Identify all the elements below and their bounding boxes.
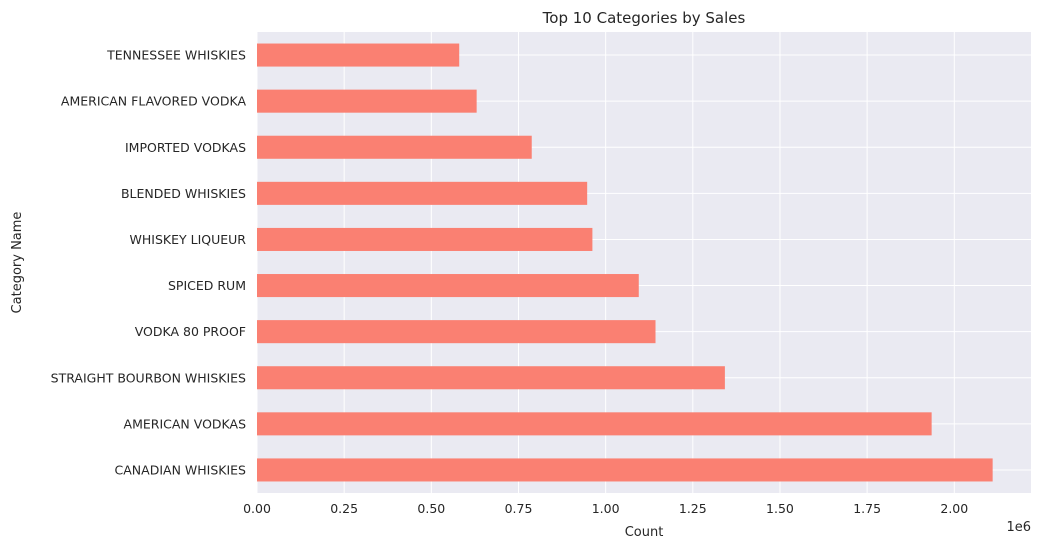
x-tick-label: 0.25 bbox=[330, 501, 358, 516]
x-tick-label: 0.00 bbox=[243, 501, 271, 516]
y-tick-label: AMERICAN FLAVORED VODKA bbox=[61, 94, 247, 109]
chart-title: Top 10 Categories by Sales bbox=[542, 9, 746, 27]
y-tick-label: BLENDED WHISKIES bbox=[121, 186, 246, 201]
bar bbox=[257, 43, 460, 67]
bar bbox=[257, 227, 593, 251]
y-tick-label: CANADIAN WHISKIES bbox=[115, 462, 247, 477]
y-tick-label: STRAIGHT BOURBON WHISKIES bbox=[51, 370, 246, 385]
x-tick-label: 2.00 bbox=[940, 501, 968, 516]
x-axis-label: Count bbox=[625, 525, 664, 540]
y-tick-label: TENNESSEE WHISKIES bbox=[106, 48, 246, 63]
bars bbox=[257, 43, 993, 482]
x-tick-label: 1.00 bbox=[592, 501, 620, 516]
y-axis-label: Category Name bbox=[10, 212, 25, 314]
x-tick-labels: 0.00 0.25 0.50 0.75 1.00 1.25 1.50 1.75 2.00 bbox=[243, 501, 968, 516]
bar bbox=[257, 181, 588, 205]
x-tick-label: 1.25 bbox=[679, 501, 707, 516]
y-tick-label: AMERICAN VODKAS bbox=[124, 416, 247, 431]
bar bbox=[257, 274, 639, 298]
y-tick-label: VODKA 80 PROOF bbox=[135, 324, 246, 339]
bar bbox=[257, 458, 993, 482]
bar bbox=[257, 320, 656, 344]
y-tick-label: IMPORTED VODKAS bbox=[125, 140, 246, 155]
bar bbox=[257, 412, 932, 436]
x-tick-label: 1.50 bbox=[766, 501, 794, 516]
x-tick-label: 1.75 bbox=[853, 501, 881, 516]
bar bbox=[257, 89, 477, 113]
y-tick-label: SPICED RUM bbox=[168, 278, 246, 293]
bar bbox=[257, 366, 725, 390]
y-tick-labels: CANADIAN WHISKIES AMERICAN VODKAS STRAIGHT… bbox=[51, 48, 247, 478]
y-tick-label: WHISKEY LIQUEUR bbox=[130, 232, 247, 247]
x-tick-label: 0.50 bbox=[417, 501, 445, 516]
bar bbox=[257, 135, 532, 159]
x-axis-offset-label: 1e6 bbox=[1006, 520, 1031, 535]
x-tick-label: 0.75 bbox=[505, 501, 533, 516]
